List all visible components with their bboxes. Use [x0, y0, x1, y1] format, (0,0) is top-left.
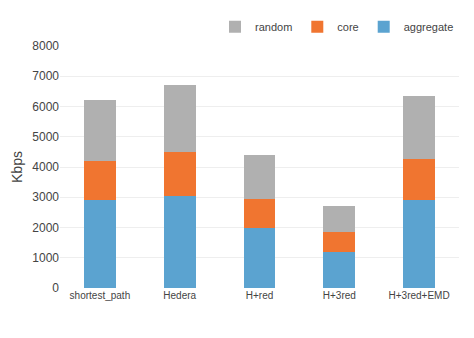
svg-text:H+3red+EMD: H+3red+EMD [389, 290, 450, 301]
svg-text:5000: 5000 [32, 130, 59, 144]
svg-text:H+red: H+red [246, 290, 274, 301]
svg-text:7000: 7000 [32, 69, 59, 83]
svg-text:aggregate: aggregate [404, 21, 454, 33]
svg-text:H+3red: H+3red [323, 290, 356, 301]
svg-text:4000: 4000 [32, 160, 59, 174]
svg-text:8000: 8000 [32, 39, 59, 53]
svg-text:core: core [337, 21, 358, 33]
svg-text:2000: 2000 [32, 221, 59, 235]
svg-text:6000: 6000 [32, 100, 59, 114]
svg-text:Hedera: Hedera [163, 290, 196, 301]
svg-text:random: random [255, 21, 292, 33]
svg-text:shortest_path: shortest_path [70, 290, 131, 301]
svg-text:3000: 3000 [32, 190, 59, 204]
svg-text:0: 0 [52, 281, 59, 295]
svg-text:Kbps: Kbps [9, 151, 25, 183]
svg-text:1000: 1000 [32, 251, 59, 265]
